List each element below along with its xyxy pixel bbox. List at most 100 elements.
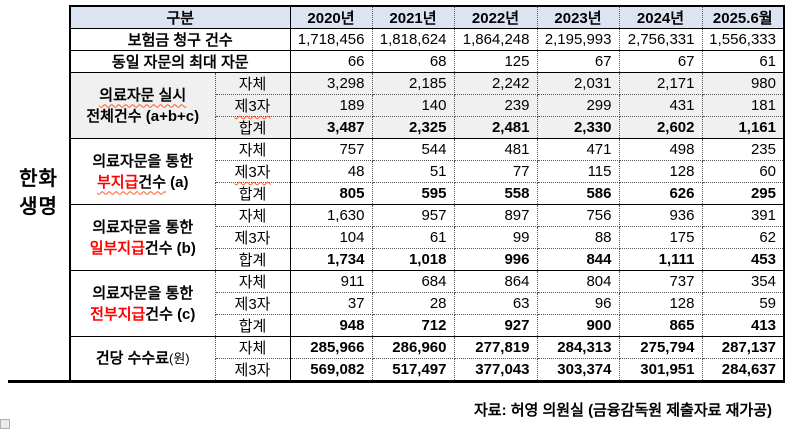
value-cell: 948: [290, 314, 373, 337]
value-cell: 1,734: [290, 248, 373, 271]
group-row: 건당 수수료(원) 자체 285,966 286,960 277,819 284,313 2…: [8, 336, 785, 383]
data-table: 한화 생명 구분 2020년 2021년 2022년 2023년 2024년 2025.6월 보험…: [8, 5, 785, 383]
year-header: 2020년: [290, 5, 373, 29]
value-cell: 2,602: [619, 116, 703, 139]
value-cell: 391: [702, 204, 785, 227]
value-cell: 900: [537, 314, 620, 337]
group-row: 제3자 48 51 77 115 128 60: [8, 160, 785, 183]
value-cell: 1,018: [372, 248, 455, 271]
value-cell: 544: [372, 138, 455, 161]
label-text: 합계: [238, 120, 267, 137]
value-cell: 1,818,624: [372, 28, 455, 51]
red-text: 부지급: [96, 173, 139, 191]
value-cell: 2,330: [537, 116, 620, 139]
value-cell: 287,137: [702, 336, 785, 359]
row-label: 동일 자문의 최대 자문: [69, 50, 291, 73]
group-row: 의료자문을 통한 부지급건수 (a) 자체 757 544 481 471 498 235: [8, 138, 785, 205]
sub-label: 합계: [215, 314, 291, 337]
value-cell: 277,819: [454, 336, 538, 359]
value-cell: 911: [290, 270, 373, 293]
group-label: 의료자문을 통한 전부지급건수 (c): [69, 270, 216, 337]
group-row: 제3자 189 140 239 299 431 181: [8, 94, 785, 117]
value-cell: 626: [619, 182, 703, 205]
value-cell: 189: [290, 94, 373, 117]
value-cell: 128: [619, 160, 703, 183]
group-row: 합계 805 595 558 586 626 295: [8, 182, 785, 205]
value-cell: 239: [454, 94, 538, 117]
value-cell: 61: [702, 50, 785, 73]
sub-label: 제3자: [215, 226, 291, 249]
label-text: 의료자문을 통한: [92, 284, 194, 302]
value-cell: 301,951: [619, 358, 703, 383]
group-label: 의료자문 실시 전체건수 (a+b+c): [69, 72, 216, 139]
group-row: 제3자 104 61 99 88 175 62: [8, 226, 785, 249]
label-text: 의료자문을 통한: [92, 152, 194, 170]
summary-row: 동일 자문의 최대 자문 66 68 125 67 67 61: [8, 50, 785, 73]
value-cell: 3,298: [290, 72, 373, 95]
value-cell: 453: [702, 248, 785, 271]
value-cell: 275,794: [619, 336, 703, 359]
red-text: 전부지급: [90, 305, 146, 323]
group-row: 의료자문 실시 전체건수 (a+b+c) 자체 3,298 2,185 2,242 2,03…: [8, 72, 785, 139]
sub-label: 자체: [215, 72, 291, 95]
sub-label: 자체: [215, 270, 291, 293]
year-header: 2025.6월: [702, 5, 785, 29]
label-text: 합계: [238, 252, 267, 269]
value-cell: 897: [454, 204, 538, 227]
value-cell: 28: [372, 292, 455, 315]
value-cell: 595: [372, 182, 455, 205]
value-cell: 295: [702, 182, 785, 205]
label-text: 자체: [238, 340, 267, 357]
value-cell: 413: [702, 314, 785, 337]
value-cell: 2,171: [619, 72, 703, 95]
value-cell: 805: [290, 182, 373, 205]
group-row: 제3자 569,082 517,497 377,043 303,374 301,951 28…: [8, 358, 785, 383]
label-text: 건수 (b): [144, 239, 196, 257]
group-row: 제3자 37 28 63 96 128 59: [8, 292, 785, 315]
value-cell: 235: [702, 138, 785, 161]
value-cell: 804: [537, 270, 620, 293]
value-cell: 517,497: [372, 358, 455, 383]
value-cell: 175: [619, 226, 703, 249]
value-cell: 1,556,333: [702, 28, 785, 51]
value-cell: 51: [372, 160, 455, 183]
value-cell: 996: [454, 248, 538, 271]
value-cell: 59: [702, 292, 785, 315]
value-cell: 569,082: [290, 358, 373, 383]
value-cell: 2,481: [454, 116, 538, 139]
label-text: 제3자: [234, 296, 271, 313]
sub-label: 합계: [215, 116, 291, 139]
label-text: 의료자문을 통한: [92, 218, 194, 236]
value-cell: 299: [537, 94, 620, 117]
value-cell: 756: [537, 204, 620, 227]
group-row: 합계 948 712 927 900 865 413: [8, 314, 785, 337]
value-cell: 63: [454, 292, 538, 315]
value-cell: 757: [290, 138, 373, 161]
sub-label: 자체: [215, 204, 291, 227]
label-text: 자체: [238, 274, 267, 291]
sub-label: 제3자: [215, 358, 291, 383]
value-cell: 2,031: [537, 72, 620, 95]
value-cell: 60: [702, 160, 785, 183]
label-text: 자체: [238, 142, 267, 159]
red-text: 일부지급: [89, 239, 145, 257]
value-cell: 1,161: [702, 116, 785, 139]
bottom-left-gray-square: [0, 419, 10, 429]
value-cell: 77: [454, 160, 538, 183]
value-cell: 67: [619, 50, 703, 73]
value-cell: 62: [702, 226, 785, 249]
value-cell: 980: [702, 72, 785, 95]
value-cell: 1,630: [290, 204, 373, 227]
sub-label: 자체: [215, 336, 291, 359]
value-cell: 285,966: [290, 336, 373, 359]
value-cell: 104: [290, 226, 373, 249]
year-header: 2024년: [619, 5, 703, 29]
value-cell: 2,195,993: [537, 28, 620, 51]
value-cell: 303,374: [537, 358, 620, 383]
year-header: 2023년: [537, 5, 620, 29]
value-cell: 48: [290, 160, 373, 183]
year-header: 2022년: [454, 5, 538, 29]
value-cell: 3,487: [290, 116, 373, 139]
